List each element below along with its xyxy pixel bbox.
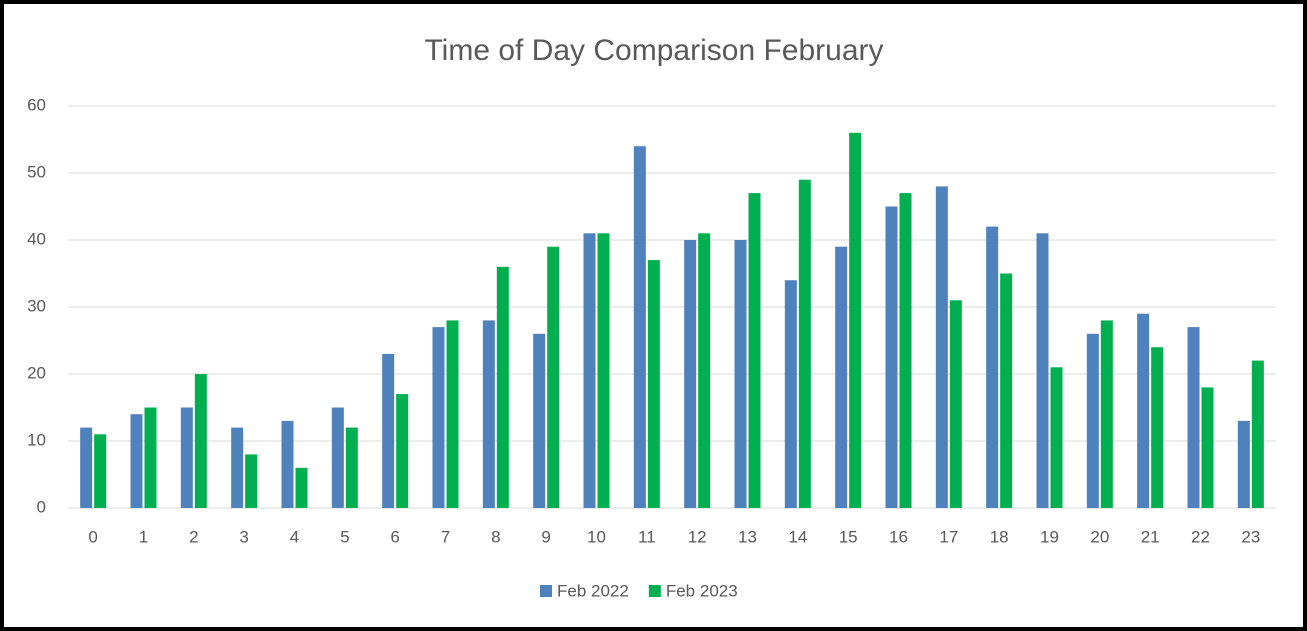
bar [345,427,358,508]
x-tick-label: 17 [939,527,958,546]
x-tick-label: 18 [990,527,1009,546]
bar [949,300,962,508]
bar [281,420,294,508]
x-tick-label: 9 [541,527,550,546]
bar [295,467,308,508]
x-tick-label: 23 [1241,527,1260,546]
bar [80,427,93,508]
x-tick-label: 15 [839,527,858,546]
y-tick-label: 40 [27,229,46,248]
x-tick-label: 13 [738,527,757,546]
bar [698,233,711,509]
bar [597,233,610,509]
bar [684,240,697,508]
bar [647,260,660,508]
bar [1237,420,1250,508]
legend-label: Feb 2023 [666,581,738,600]
y-tick-label: 50 [27,162,46,181]
bar [583,233,596,509]
bar [94,434,107,508]
bar [331,407,344,508]
x-tick-label: 6 [390,527,399,546]
bar [899,193,912,508]
bar [130,414,143,508]
bar [382,353,395,508]
x-tick-label: 20 [1090,527,1109,546]
x-tick-label: 4 [290,527,299,546]
x-tick-label: 0 [88,527,97,546]
legend-swatch [540,585,552,597]
bar [748,193,761,508]
bar [1100,320,1113,508]
bar [1201,387,1214,508]
bar [194,374,207,508]
y-tick-label: 20 [27,363,46,382]
bar [482,320,495,508]
x-tick-label: 22 [1191,527,1210,546]
bar [446,320,459,508]
bar [1086,333,1099,508]
bar [849,132,862,509]
bar [1187,327,1200,508]
chart-title: Time of Day Comparison February [424,34,883,67]
bar [144,407,157,508]
x-tick-label: 16 [889,527,908,546]
bar [1251,360,1264,508]
bar [633,146,646,508]
legend-label: Feb 2022 [557,581,629,600]
x-tick-label: 19 [1040,527,1059,546]
x-tick-label: 12 [688,527,707,546]
x-tick-label: 21 [1141,527,1160,546]
x-tick-label: 8 [491,527,500,546]
bar [496,266,509,508]
bar [784,280,797,508]
x-tick-label: 3 [239,527,248,546]
bar [533,333,546,508]
bar [547,246,560,508]
bar [986,226,999,508]
bar [935,186,948,508]
bar [231,427,244,508]
x-tick-label: 1 [139,527,148,546]
x-tick-label: 2 [189,527,198,546]
bar [1000,273,1013,508]
y-tick-label: 60 [27,95,46,114]
y-tick-label: 30 [27,296,46,315]
bar [180,407,193,508]
x-tick-label: 11 [638,527,656,546]
bar [1137,313,1150,508]
legend-swatch [648,585,661,597]
bar [396,394,409,508]
y-tick-label: 0 [37,497,46,516]
bar [885,206,898,508]
bar [734,240,747,508]
x-tick-label: 10 [587,527,606,546]
x-tick-label: 5 [340,527,349,546]
bar [432,327,445,508]
bar [798,179,811,508]
x-tick-label: 14 [788,527,807,546]
y-tick-label: 10 [27,430,46,449]
bar [835,246,848,508]
bar [245,454,258,508]
bar [1050,367,1063,508]
bar [1036,233,1049,509]
bar [1151,347,1164,508]
x-tick-label: 7 [441,527,450,546]
